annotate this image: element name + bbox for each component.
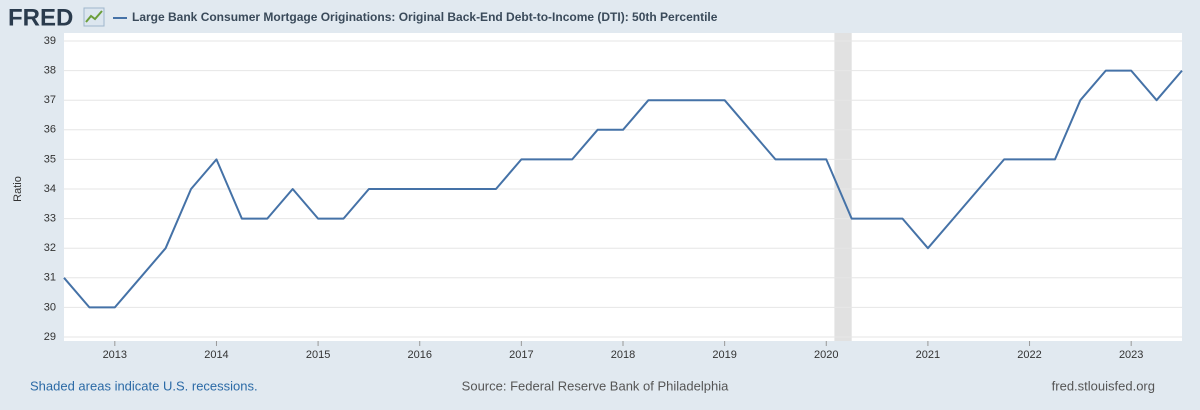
x-tick-label: 2013 bbox=[103, 349, 127, 361]
x-tick-label: 2017 bbox=[509, 349, 533, 361]
y-axis-label: Ratio bbox=[12, 176, 24, 202]
recession-note: Shaded areas indicate U.S. recessions. bbox=[30, 378, 258, 393]
y-tick-label: 32 bbox=[44, 242, 56, 254]
logo-icon bbox=[83, 7, 105, 27]
y-tick-label: 31 bbox=[44, 272, 56, 284]
data-line bbox=[63, 69, 1183, 309]
x-tick-label: 2014 bbox=[204, 349, 228, 361]
x-tick-label: 2023 bbox=[1119, 349, 1143, 361]
legend-label: Large Bank Consumer Mortgage Origination… bbox=[132, 10, 718, 24]
y-tick-label: 37 bbox=[44, 94, 56, 106]
x-tick-label: 2021 bbox=[916, 349, 940, 361]
y-tick-label: 36 bbox=[44, 124, 56, 136]
recession-band bbox=[834, 33, 852, 341]
y-tick-label: 29 bbox=[44, 331, 56, 343]
x-tick-label: 2022 bbox=[1017, 349, 1041, 361]
x-tick-label: 2015 bbox=[306, 349, 330, 361]
logo-icon-line bbox=[85, 10, 103, 23]
x-tick-label: 2020 bbox=[814, 349, 838, 361]
y-tick-label: 39 bbox=[44, 35, 56, 47]
y-tick-label: 33 bbox=[44, 213, 56, 225]
source: Source: Federal Reserve Bank of Philadel… bbox=[462, 378, 729, 393]
y-tick-label: 35 bbox=[44, 153, 56, 165]
y-tick-label: 34 bbox=[44, 183, 56, 195]
x-tick-label: 2016 bbox=[407, 349, 431, 361]
logo: FRED bbox=[8, 4, 73, 31]
y-tick-label: 30 bbox=[44, 301, 56, 313]
plot-area bbox=[64, 33, 1182, 341]
x-tick-label: 2018 bbox=[611, 349, 635, 361]
site: fred.stlouisfed.org bbox=[1052, 378, 1155, 393]
y-tick-label: 38 bbox=[44, 65, 56, 77]
x-tick-label: 2019 bbox=[712, 349, 736, 361]
